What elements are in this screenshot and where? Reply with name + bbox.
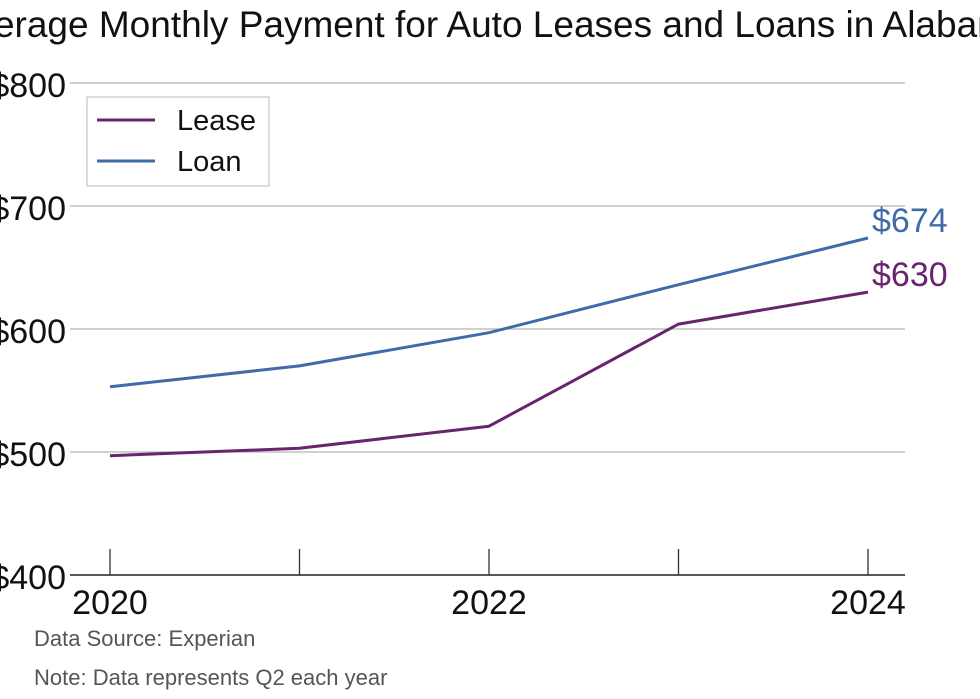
legend-box [86,96,270,187]
source-note: Data Source: Experian [34,626,255,651]
data-note: Note: Data represents Q2 each year [34,665,387,690]
y-tick-label: $500 [0,436,66,474]
end-label-loan: $674 [872,202,948,240]
chart-title: Average Monthly Payment for Auto Leases … [0,4,980,45]
x-tick-label: 2020 [72,584,148,622]
y-tick-label: $700 [0,190,66,228]
y-axis-ticks: $400 $500 $600 $700 $800 [0,67,66,597]
end-label-lease: $630 [872,256,948,294]
y-tick-label: $800 [0,67,66,105]
legend-label-loan: Loan [177,146,242,178]
series-lines [109,236,869,458]
legend: Lease Loan [86,96,270,187]
series-line-loan [109,236,869,389]
x-tick-label: 2022 [451,584,527,622]
end-labels: $630 $674 [872,202,948,294]
x-axis-ticks: 2020 2022 2024 [70,549,906,622]
legend-label-lease: Lease [177,105,256,137]
y-tick-label: $400 [0,559,66,597]
x-tick-label: 2024 [830,584,906,622]
y-tick-label: $600 [0,313,66,351]
gridlines [70,82,905,453]
series-line-lease [109,290,869,458]
